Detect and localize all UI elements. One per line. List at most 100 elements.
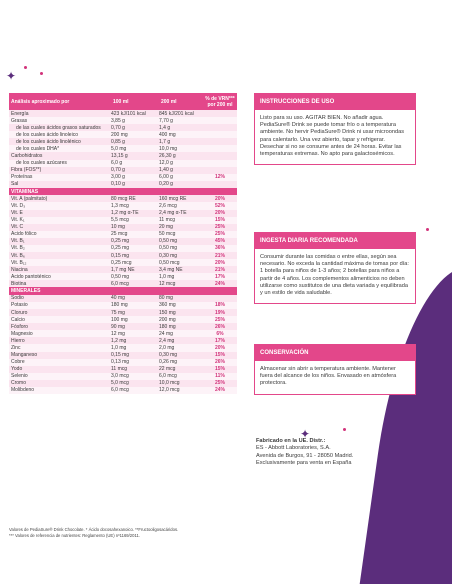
table-row: Carbohidratos 13,15 g 26,30 g: [9, 152, 237, 160]
value-200ml: 50 mcg: [159, 231, 176, 238]
value-vrn: 20%: [214, 259, 225, 266]
row-label: Molibdeno: [11, 387, 35, 394]
row-label: Cloruro: [11, 309, 28, 316]
value-100ml: 6,0 mcg: [111, 280, 129, 287]
value-100ml: 6,0 g: [111, 160, 123, 167]
manufacturer-line: Exclusivamente para venta en España: [256, 460, 352, 467]
table-row: Zinc 1,0 mg 2,0 mg 20%: [9, 344, 237, 352]
header-vrn: % de VRN*** por 200 ml: [205, 95, 235, 108]
value-100ml: 12 mg: [111, 330, 125, 337]
value-100ml: 5,0 mg: [111, 145, 127, 152]
footnote-line: Valores de PediaSure® Drink Chocolate. *…: [9, 527, 179, 532]
instructions-text: Listo para su uso. AGITAR BIEN. No añadi…: [260, 115, 405, 158]
value-200ml: 0,30 mg: [159, 352, 178, 359]
value-vrn: 17%: [214, 337, 225, 344]
table-row: Ácido pantoténico 0,50 mg 1,0 mg 17%: [9, 273, 237, 281]
table-row: Ácido fólico 25 mcg 50 mcg 25%: [9, 230, 237, 238]
value-200ml: 0,50 mcg: [159, 259, 180, 266]
value-200ml: 3,4 mg NE: [159, 266, 183, 273]
value-100ml: 0,10 g: [111, 181, 125, 188]
table-row: Sodio 40 mg 80 mg: [9, 294, 237, 302]
value-100ml: 1,3 mcg: [111, 202, 129, 209]
value-100ml: 1,7 mg NE: [111, 266, 135, 273]
value-vrn: 24%: [214, 387, 225, 394]
value-200ml: 12,0 g: [159, 160, 173, 167]
manufacturer-heading: Fabricado en la UE. Distr.:: [256, 438, 326, 444]
table-row: de las cuales ácidos grasos saturados 0,7…: [9, 124, 237, 132]
row-label: Vit. B₁: [11, 238, 25, 245]
dot-decoration: [40, 72, 43, 75]
row-label: Biotina: [11, 280, 27, 287]
value-200ml: 0,50 mg: [159, 245, 178, 252]
table-row: Calcio 100 mg 200 mg 25%: [9, 316, 237, 324]
value-200ml: 400 mg: [159, 131, 176, 138]
daily-intake-box: INGESTA DIARIA RECOMENDADA Consumir dura…: [254, 232, 416, 305]
table-row: Hierro 1,2 mg 2,4 mg 17%: [9, 337, 237, 345]
table-row: Manganeso 0,15 mg 0,30 mg 15%: [9, 351, 237, 359]
value-vrn: 36%: [214, 245, 225, 252]
header-200ml: 200 ml: [161, 98, 177, 105]
value-100ml: 11 mcg: [111, 366, 128, 373]
value-200ml: 1,0 mg: [159, 273, 175, 280]
value-100ml: 0,13 mg: [111, 359, 130, 366]
value-100ml: 100 mg: [111, 316, 128, 323]
value-200ml: 0,20 g: [159, 181, 173, 188]
value-100ml: 40 mg: [111, 295, 125, 302]
table-row: Vit. A (palmitato) 80 mcg RE 160 mcg RE 20%: [9, 195, 237, 203]
nutrition-table: Análisis aproximado por 100 ml 200 ml % …: [9, 93, 237, 394]
value-vrn: 6%: [216, 330, 224, 337]
conservation-text: Almacenar sin abrir a temperatura ambien…: [260, 366, 397, 387]
row-label: Sal: [11, 181, 19, 188]
table-row: Cromo 5,0 mcg 10,0 mcg 25%: [9, 379, 237, 387]
value-200ml: 10,0 mg: [159, 145, 178, 152]
table-row: de los cuales azúcares 6,0 g 12,0 g: [9, 159, 237, 167]
row-label: de los cuales DHA*: [16, 145, 60, 152]
row-label: Vit. B₂: [11, 245, 25, 252]
row-label: Selenio: [11, 373, 28, 380]
table-row: Cobre 0,13 mg 0,26 mg 26%: [9, 358, 237, 366]
value-200ml: 2,4 mg: [159, 337, 175, 344]
value-100ml: 1,2 mg: [111, 337, 127, 344]
value-100ml: 80 mcg RE: [111, 195, 136, 202]
value-100ml: 5,0 mcg: [111, 380, 129, 387]
header-analysis: Análisis aproximado por: [11, 98, 70, 105]
row-label: Sodio: [11, 295, 24, 302]
table-row: Sal 0,10 g 0,20 g: [9, 180, 237, 188]
row-label: Fósforo: [11, 323, 28, 330]
table-row: Fibra (FOS**) 0,70 g 1,40 g: [9, 166, 237, 174]
table-row: Niacina 1,7 mg NE 3,4 mg NE 21%: [9, 266, 237, 274]
row-label: Calcio: [11, 316, 25, 323]
manufacturer-info: Fabricado en la UE. Distr.: ES - Abbott …: [256, 438, 416, 468]
mineral-rows: Sodio 40 mg 80 mg Potasio 180 mg 360 mg 18% Clo…: [9, 294, 237, 394]
value-200ml: 24 mg: [159, 330, 173, 337]
row-label: Cromo: [11, 380, 27, 387]
manufacturer-line: ES - Abbott Laboratories, S.A.: [256, 445, 331, 452]
table-row: Vit. D₃ 1,3 mcg 2,6 mcg 52%: [9, 202, 237, 210]
value-vrn: 25%: [214, 224, 225, 231]
instructions-title: INSTRUCCIONES DE USO: [255, 94, 415, 110]
value-vrn: 45%: [214, 238, 225, 245]
value-vrn: 15%: [214, 352, 225, 359]
value-100ml: 423 kJ/101 kcal: [111, 110, 146, 117]
table-header: Análisis aproximado por 100 ml 200 ml % …: [9, 93, 237, 110]
value-vrn: 25%: [214, 380, 225, 387]
row-label: Vit. D₃: [11, 202, 26, 209]
value-100ml: 180 mg: [111, 302, 128, 309]
row-label: Manganeso: [11, 352, 38, 359]
value-100ml: 25 mcg: [111, 231, 128, 238]
value-200ml: 360 mg: [159, 302, 176, 309]
value-200ml: 2,6 mcg: [159, 202, 177, 209]
row-label: Vit. C: [11, 224, 24, 231]
row-label: Vit. E: [11, 210, 23, 217]
table-row: de los cuales ácido linolénico 0,85 g 1,7 …: [9, 138, 237, 146]
dot-decoration: [24, 66, 27, 69]
value-100ml: 6,0 mcg: [111, 387, 129, 394]
table-row: Vit. B₁ 0,25 mg 0,50 mg 45%: [9, 237, 237, 245]
value-vrn: 20%: [214, 344, 225, 351]
value-200ml: 7,70 g: [159, 117, 173, 124]
row-label: Grasas: [11, 117, 28, 124]
value-100ml: 0,70 g: [111, 124, 125, 131]
value-200ml: 1,7 g: [159, 138, 171, 145]
value-200ml: 200 mg: [159, 316, 176, 323]
row-label: Cobre: [11, 359, 25, 366]
